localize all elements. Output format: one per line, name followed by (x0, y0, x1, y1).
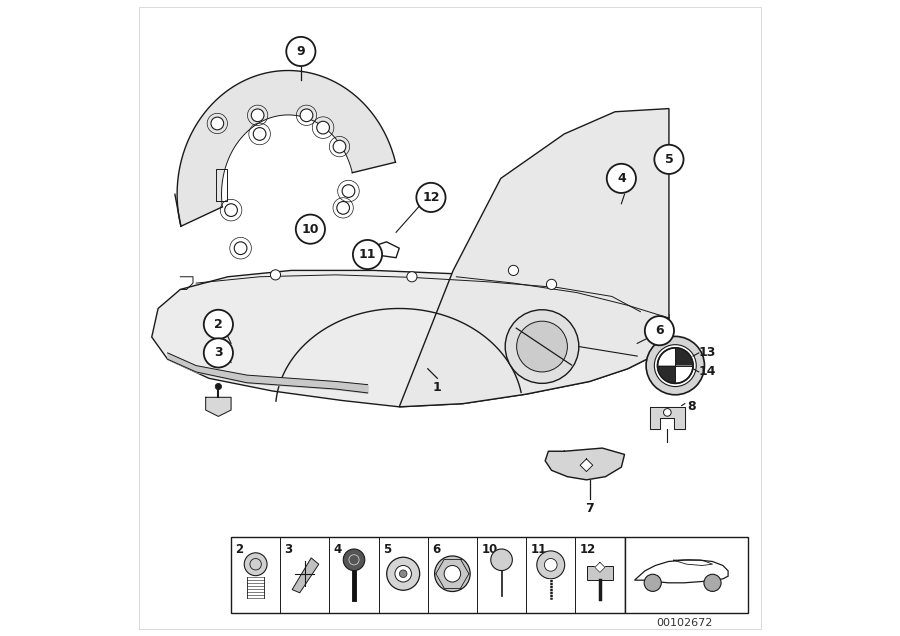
Circle shape (317, 121, 329, 134)
Circle shape (244, 553, 267, 576)
Text: 7: 7 (585, 502, 594, 515)
Text: 13: 13 (698, 347, 716, 359)
Wedge shape (675, 348, 693, 366)
Text: 00102672: 00102672 (657, 618, 713, 628)
Text: 6: 6 (655, 324, 663, 337)
Circle shape (517, 321, 567, 372)
Text: 3: 3 (214, 347, 222, 359)
Circle shape (301, 109, 313, 121)
Bar (625, 537, 748, 613)
Circle shape (607, 164, 636, 193)
Circle shape (225, 204, 238, 216)
Text: 10: 10 (482, 543, 498, 556)
Text: 4: 4 (617, 172, 626, 185)
Polygon shape (580, 459, 593, 471)
Polygon shape (595, 562, 605, 572)
Circle shape (663, 408, 671, 416)
Bar (231, 537, 625, 613)
Polygon shape (545, 448, 625, 480)
Text: 5: 5 (383, 543, 392, 556)
Text: 12: 12 (580, 543, 596, 556)
Text: 3: 3 (284, 543, 292, 556)
Text: 10: 10 (302, 223, 319, 236)
Polygon shape (650, 407, 685, 429)
Text: 11: 11 (359, 248, 376, 261)
Text: 14: 14 (698, 366, 716, 378)
Polygon shape (400, 109, 669, 407)
Circle shape (342, 184, 355, 197)
Text: 2: 2 (214, 318, 222, 331)
Circle shape (253, 128, 266, 141)
Circle shape (417, 183, 446, 212)
Circle shape (435, 556, 470, 591)
Circle shape (211, 117, 224, 130)
Circle shape (704, 574, 721, 591)
Bar (587, 566, 613, 580)
Circle shape (296, 214, 325, 244)
Circle shape (505, 310, 579, 384)
Text: 8: 8 (687, 400, 696, 413)
Circle shape (654, 145, 683, 174)
Circle shape (644, 574, 662, 591)
Circle shape (337, 202, 349, 214)
Circle shape (444, 565, 461, 582)
Polygon shape (292, 558, 319, 593)
Circle shape (644, 316, 674, 345)
Text: 4: 4 (334, 543, 342, 556)
Circle shape (544, 558, 557, 571)
Text: 2: 2 (236, 543, 244, 556)
Polygon shape (152, 270, 669, 407)
Text: 11: 11 (531, 543, 547, 556)
Polygon shape (177, 71, 395, 226)
Text: 12: 12 (422, 191, 440, 204)
Circle shape (234, 242, 247, 254)
Circle shape (400, 570, 407, 577)
Circle shape (546, 279, 556, 289)
Text: 1: 1 (433, 382, 442, 394)
Circle shape (203, 338, 233, 368)
Circle shape (646, 336, 705, 395)
Circle shape (203, 310, 233, 339)
Circle shape (251, 109, 264, 121)
Circle shape (333, 141, 346, 153)
Circle shape (508, 265, 518, 275)
Wedge shape (658, 366, 675, 384)
Circle shape (353, 240, 382, 269)
Circle shape (343, 549, 364, 570)
Circle shape (387, 557, 419, 590)
Circle shape (270, 270, 281, 280)
Text: 9: 9 (297, 45, 305, 58)
Polygon shape (206, 398, 231, 417)
Circle shape (215, 384, 221, 390)
Text: 5: 5 (664, 153, 673, 166)
Circle shape (491, 549, 512, 570)
Circle shape (654, 345, 697, 387)
Circle shape (407, 272, 417, 282)
Circle shape (658, 348, 693, 384)
Circle shape (536, 551, 564, 579)
Text: 6: 6 (432, 543, 440, 556)
Circle shape (286, 37, 316, 66)
Circle shape (395, 565, 411, 582)
